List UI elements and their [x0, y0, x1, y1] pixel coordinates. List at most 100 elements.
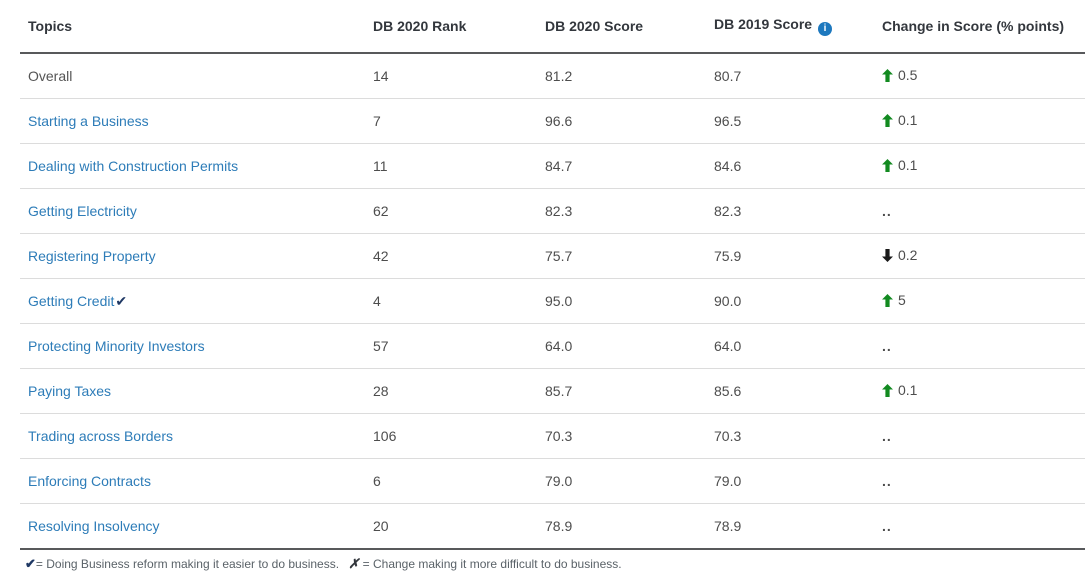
change-cell: ..	[874, 203, 1085, 219]
db2019-score-cell: 70.3	[714, 428, 742, 444]
topic-link[interactable]: Resolving Insolvency	[28, 518, 160, 534]
topic-cell: Enforcing Contracts	[20, 473, 365, 489]
db2019-score-cell: 85.6	[714, 383, 742, 399]
arrow-up-icon	[882, 293, 893, 307]
change-indicator: 0.2	[882, 247, 917, 263]
x-icon: ✗	[348, 556, 360, 571]
db2020-score-cell: 85.7	[545, 383, 573, 399]
change-indicator: 0.1	[882, 382, 917, 398]
table-row: Getting Credit✔ 4 95.0 90.0 5	[20, 279, 1085, 324]
topics-table: Topics DB 2020 Rank DB 2020 Score DB 201…	[20, 0, 1085, 550]
topic-link[interactable]: Enforcing Contracts	[28, 473, 151, 489]
check-legend-text: = Doing Business reform making it easier…	[35, 557, 340, 571]
db2020-score-cell: 82.3	[545, 203, 573, 219]
change-cell: ..	[874, 473, 1085, 489]
col-header-topics: Topics	[20, 18, 365, 34]
change-indicator: 0.1	[882, 112, 917, 128]
topic-label: Overall	[28, 68, 73, 84]
table-row: Protecting Minority Investors 57 64.0 64.0.…	[20, 324, 1085, 369]
no-change-dots: ..	[882, 338, 892, 354]
rank-cell: 6	[373, 473, 381, 489]
db2020-score-cell: 81.2	[545, 68, 573, 84]
change-cell: ..	[874, 518, 1085, 534]
rank-cell: 62	[373, 203, 389, 219]
change-value: 0.1	[898, 157, 918, 174]
topic-link[interactable]: Protecting Minority Investors	[28, 338, 205, 354]
rank-cell: 4	[373, 293, 381, 309]
table-row: Resolving Insolvency 20 78.9 78.9..	[20, 504, 1085, 550]
col-header-db2020-score-label: DB 2020 Score	[545, 18, 644, 34]
no-change-dots: ..	[882, 203, 892, 219]
rank-cell: 28	[373, 383, 389, 399]
topic-link[interactable]: Starting a Business	[28, 113, 149, 129]
topic-link[interactable]: Paying Taxes	[28, 383, 112, 399]
topic-cell: Starting a Business	[20, 113, 365, 129]
db2019-score-cell: 90.0	[714, 293, 742, 309]
topic-cell: Paying Taxes	[20, 383, 365, 399]
db2020-score-cell: 96.6	[545, 113, 573, 129]
col-header-topics-label: Topics	[28, 18, 73, 34]
topic-cell: Trading across Borders	[20, 428, 365, 444]
table-row: Paying Taxes 28 85.7 85.6 0.1	[20, 369, 1085, 414]
table-header-row: Topics DB 2020 Rank DB 2020 Score DB 201…	[20, 0, 1085, 54]
no-change-dots: ..	[882, 428, 892, 444]
change-cell: 5	[874, 292, 1085, 310]
change-indicator: 5	[882, 292, 906, 308]
rank-cell: 7	[373, 113, 381, 129]
arrow-down-icon	[882, 248, 893, 262]
rank-cell: 20	[373, 518, 389, 534]
table-row: Trading across Borders 106 70.3 70.3..	[20, 414, 1085, 459]
col-header-db2019-score: DB 2019 Score i	[706, 16, 874, 36]
arrow-up-icon	[882, 68, 893, 82]
table-row: Registering Property 42 75.7 75.9 0.2	[20, 234, 1085, 279]
col-header-db2020-score: DB 2020 Score	[537, 18, 706, 34]
topic-link[interactable]: Dealing with Construction Permits	[28, 158, 239, 174]
topic-cell: Getting Electricity	[20, 203, 365, 219]
col-header-change-in-score: Change in Score (% points)	[874, 18, 1085, 34]
db2019-score-cell: 75.9	[714, 248, 742, 264]
change-cell: 0.5	[874, 67, 1085, 85]
rank-cell: 57	[373, 338, 389, 354]
db2019-score-cell: 79.0	[714, 473, 742, 489]
legend-footnote: ✔= Doing Business reform making it easie…	[25, 556, 622, 572]
topic-cell: Resolving Insolvency	[20, 518, 365, 534]
topic-cell: Registering Property	[20, 248, 365, 264]
change-value: 0.5	[898, 67, 918, 84]
db2020-score-cell: 79.0	[545, 473, 573, 489]
topic-link[interactable]: Getting Credit	[28, 292, 115, 309]
db2020-score-cell: 84.7	[545, 158, 573, 174]
rank-cell: 14	[373, 68, 389, 84]
col-header-change-in-score-label: Change in Score (% points)	[882, 18, 1065, 34]
arrow-up-icon	[882, 158, 893, 172]
x-legend-text: = Change making it more difficult to do …	[362, 557, 622, 571]
change-cell: ..	[874, 338, 1085, 354]
col-header-db2019-score-label: DB 2019 Score	[714, 16, 813, 32]
change-cell: 0.1	[874, 382, 1085, 400]
change-value: 0.1	[898, 382, 918, 399]
change-indicator: 0.5	[882, 67, 917, 83]
rank-cell: 11	[373, 158, 388, 174]
reform-check-icon: ✔	[115, 292, 128, 309]
topic-link[interactable]: Getting Electricity	[28, 203, 137, 219]
no-change-dots: ..	[882, 518, 892, 534]
topic-cell: Getting Credit✔	[20, 293, 365, 310]
topic-link[interactable]: Registering Property	[28, 248, 156, 264]
table-row: Getting Electricity 62 82.3 82.3..	[20, 189, 1085, 234]
change-indicator: 0.1	[882, 157, 917, 173]
change-value: 0.2	[898, 247, 918, 264]
table-row: Enforcing Contracts 6 79.0 79.0..	[20, 459, 1085, 504]
col-header-db2020-rank-label: DB 2020 Rank	[373, 18, 467, 34]
topic-cell: Dealing with Construction Permits	[20, 158, 365, 174]
topic-link[interactable]: Trading across Borders	[28, 428, 173, 444]
topic-cell: Protecting Minority Investors	[20, 338, 365, 354]
change-cell: ..	[874, 428, 1085, 444]
db2020-score-cell: 70.3	[545, 428, 573, 444]
rank-cell: 106	[373, 428, 397, 444]
change-value: 5	[898, 292, 906, 309]
check-icon: ✔	[25, 556, 36, 571]
info-circle-icon[interactable]: i	[818, 22, 833, 36]
db2019-score-cell: 96.5	[714, 113, 742, 129]
col-header-db2020-rank: DB 2020 Rank	[365, 18, 537, 34]
db2020-score-cell: 75.7	[545, 248, 573, 264]
